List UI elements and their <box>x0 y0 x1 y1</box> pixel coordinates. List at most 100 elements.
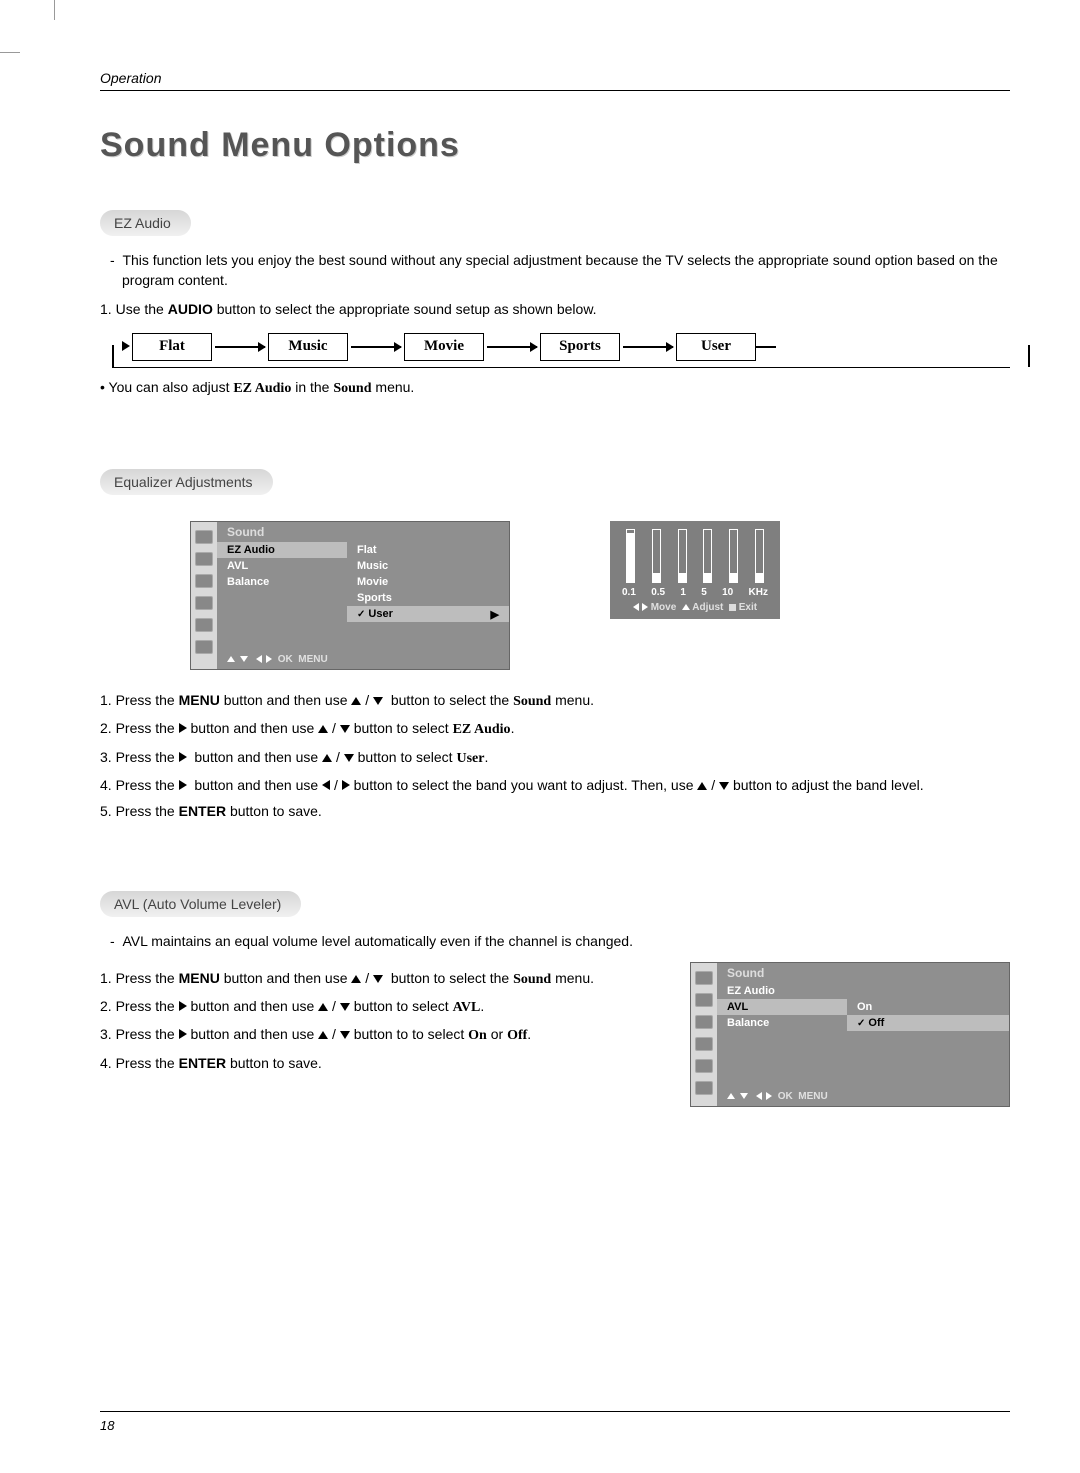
t: button to select the appropriate sound s… <box>213 301 597 317</box>
up-icon <box>697 782 707 790</box>
dash: - <box>110 252 115 268</box>
step-num: 1. <box>100 970 112 986</box>
t: button to adjust the band level. <box>729 777 924 793</box>
t: button and then use <box>191 749 323 765</box>
t: button and then use <box>220 970 352 986</box>
avl-desc: - AVL maintains an equal volume level au… <box>100 931 1010 951</box>
t: Press the <box>116 1055 179 1071</box>
osd-icon <box>195 574 213 588</box>
eq-label: KHz <box>749 587 768 598</box>
avl-section: AVL (Auto Volume Leveler) - AVL maintain… <box>100 891 1010 1106</box>
step-num: 3. <box>100 1026 112 1042</box>
section-header: Operation <box>100 70 1010 91</box>
osd-item: Music <box>347 558 509 574</box>
flow-box: Sports <box>540 333 620 361</box>
osd-item <box>847 983 1009 999</box>
eq-bar-fill <box>653 573 660 582</box>
right-icon <box>179 752 187 762</box>
ez-audio-section: EZ Audio - This function lets you enjoy … <box>100 210 1010 399</box>
flow-line <box>1028 345 1030 367</box>
step: 1. Press the MENU button and then use / … <box>100 968 670 990</box>
ez-note: • You can also adjust EZ Audio in the So… <box>100 377 1010 399</box>
enter-bold: ENTER <box>179 803 226 819</box>
section-pill-avl: AVL (Auto Volume Leveler) <box>100 891 301 917</box>
page-title: Sound Menu Options <box>100 126 1010 165</box>
t: Press the <box>116 998 179 1014</box>
up-icon <box>318 1003 328 1011</box>
osd-icon <box>195 530 213 544</box>
eq-bar-fill <box>679 573 686 582</box>
arrow-icon <box>215 346 265 348</box>
sound-bold: Sound <box>333 381 371 396</box>
sound-bold: Sound <box>513 972 551 987</box>
eq-bar <box>729 529 738 583</box>
t: menu. <box>551 970 594 986</box>
t: Use the <box>116 301 168 317</box>
page: Operation Sound Menu Options EZ Audio - … <box>0 0 1080 1473</box>
eq-label: 10 <box>722 587 733 598</box>
t: button to select the <box>387 692 513 708</box>
flow-box: Music <box>268 333 348 361</box>
osd-item: Balance <box>717 1015 847 1031</box>
t: menu. <box>551 692 594 708</box>
t: Press the <box>116 749 179 765</box>
eq-label: 0.5 <box>651 587 665 598</box>
down-icon <box>344 754 354 762</box>
t: . <box>480 998 484 1014</box>
eq-bar <box>678 529 687 583</box>
osd-footer-ok: OK <box>778 1091 793 1102</box>
eq-bar-fill <box>756 573 763 582</box>
equalizer-panel: 0.10.51510KHz Move Adjust Exit <box>610 521 780 619</box>
step: 4. Press the button and then use / butto… <box>100 775 1010 795</box>
t: button to select the <box>387 970 513 986</box>
osd-icon <box>695 1015 713 1029</box>
flow-line <box>756 346 776 348</box>
step-num: 2. <box>100 720 112 736</box>
step-num: 1. <box>100 692 112 708</box>
osd-item: Balance <box>217 574 347 590</box>
avl-bold: AVL <box>453 1000 481 1015</box>
up-icon <box>727 1093 735 1099</box>
left-icon <box>256 655 262 663</box>
eq-label: 0.1 <box>622 587 636 598</box>
osd-sound-menu: Sound EZ AudioAVLBalance FlatMusicMovieS… <box>190 521 510 670</box>
arrow-icon <box>623 346 673 348</box>
flow-box: Movie <box>404 333 484 361</box>
ez-desc-text: This function lets you enjoy the best so… <box>122 252 998 288</box>
eq-steps: 1. Press the MENU button and then use / … <box>100 690 1010 821</box>
t: . <box>511 720 515 736</box>
avl-desc-text: AVL maintains an equal volume level auto… <box>122 933 633 949</box>
step-num: 3. <box>100 749 112 765</box>
osd-item: EZ Audio <box>717 983 847 999</box>
step: 2. Press the button and then use / butto… <box>100 996 670 1018</box>
t: button to select the band you want to ad… <box>350 777 698 793</box>
up-icon <box>318 1031 328 1039</box>
osd-item: Movie <box>347 574 509 590</box>
up-icon <box>351 975 361 983</box>
osd-footer-menu: MENU <box>298 654 327 665</box>
section-pill-eq: Equalizer Adjustments <box>100 469 273 495</box>
step: 1. Press the MENU button and then use / … <box>100 690 1010 712</box>
up-icon <box>227 656 235 662</box>
flow-line <box>112 367 1010 369</box>
osd-item: ✓User▶ <box>347 606 509 622</box>
eq-bar <box>652 529 661 583</box>
t: button to save. <box>226 1055 322 1071</box>
t: menu. <box>372 379 415 395</box>
osd-icon <box>695 993 713 1007</box>
down-icon <box>340 1031 350 1039</box>
eq-footer-move: Move <box>651 602 677 613</box>
t: button and then use <box>187 1026 319 1042</box>
up-icon <box>682 604 690 610</box>
ez-desc: - This function lets you enjoy the best … <box>100 250 1010 291</box>
osd-footer: OK MENU <box>717 1087 1009 1106</box>
crop-mark <box>0 52 20 53</box>
osd-item: AVL <box>217 558 347 574</box>
osd-icon-strip <box>691 963 717 1106</box>
arrow-icon <box>487 346 537 348</box>
osd-avl-menu: Sound EZ AudioAVLBalance On✓Off OK MENU <box>690 962 1010 1107</box>
osd-icon <box>195 596 213 610</box>
t: Press the <box>116 970 179 986</box>
crop-mark <box>54 0 55 20</box>
arrow-icon <box>122 341 130 351</box>
